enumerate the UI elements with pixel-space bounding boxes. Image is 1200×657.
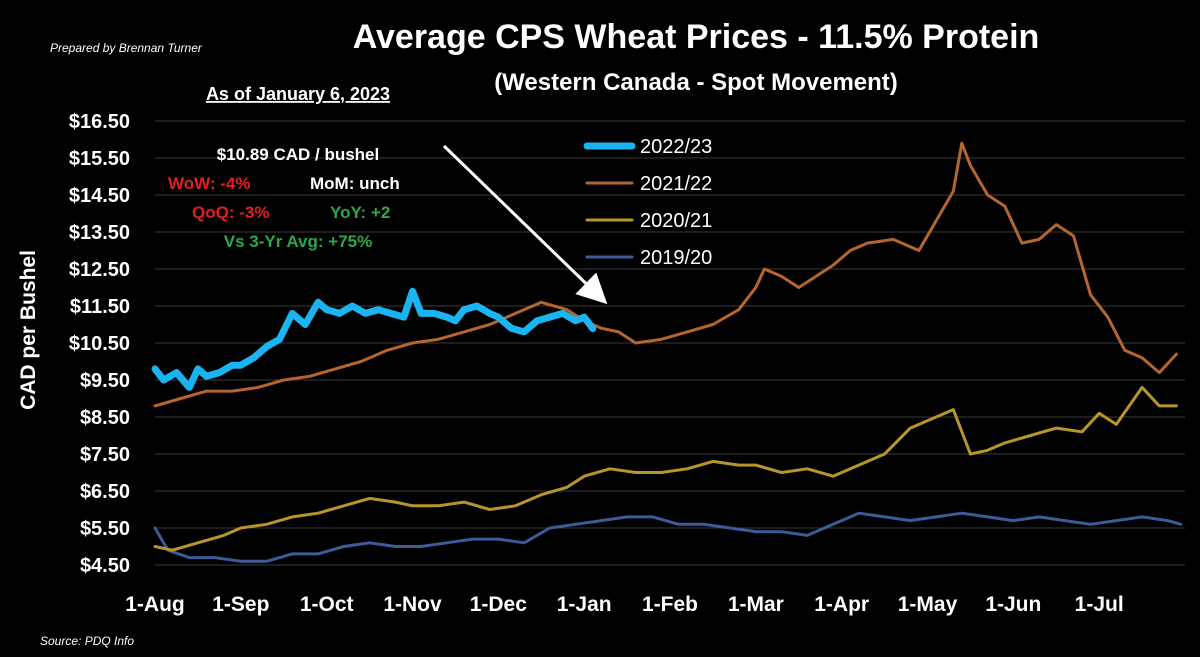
y-tick-label: $10.50: [69, 333, 130, 355]
x-tick-labels: 1-Aug 1-Sep 1-Oct 1-Nov 1-Dec 1-Jan 1-Feb 1-Mar…: [125, 593, 1123, 616]
price-annotation: As of January 6, 2023 $10.89 CAD / bushe…: [168, 84, 400, 251]
y-tick-label: $15.50: [69, 148, 130, 170]
wow-change: WoW: -4%: [168, 174, 250, 193]
as-of-date: As of January 6, 2023: [206, 84, 390, 104]
qoq-change: QoQ: -3%: [192, 203, 269, 222]
current-price: $10.89 CAD / bushel: [217, 145, 380, 164]
x-tick-label: 1-Apr: [814, 593, 869, 616]
x-tick-label: 1-Sep: [212, 593, 269, 616]
x-tick-label: 1-Feb: [642, 593, 698, 616]
vs-3yr-avg: Vs 3-Yr Avg: +75%: [224, 232, 373, 251]
series-line-2021-22: [153, 141, 1178, 408]
legend-label: 2021/22: [640, 173, 712, 195]
legend-label: 2020/21: [640, 210, 712, 232]
mom-change: MoM: unch: [310, 174, 400, 193]
yoy-change: YoY: +2: [330, 203, 390, 222]
current-price-arrow: [442, 144, 608, 305]
y-tick-label: $8.50: [80, 407, 130, 429]
y-tick-label: $14.50: [69, 185, 130, 207]
x-tick-label: 1-Jul: [1075, 593, 1124, 616]
series-line-2022-23: [151, 287, 597, 391]
y-tick-label: $5.50: [80, 518, 130, 540]
grid-lines: [155, 120, 1185, 566]
y-tick-label: $4.50: [80, 555, 130, 577]
legend-label: 2022/23: [640, 136, 712, 158]
y-tick-label: $7.50: [80, 444, 130, 466]
y-tick-label: $9.50: [80, 370, 130, 392]
source-note: Source: PDQ Info: [40, 634, 134, 648]
y-tick-labels: $4.50 $5.50 $6.50 $7.50 $8.50 $9.50 $10.50 $11.…: [69, 111, 130, 577]
x-tick-label: 1-Dec: [470, 593, 528, 616]
x-tick-label: 1-Nov: [383, 593, 442, 616]
y-tick-label: $16.50: [69, 111, 130, 133]
y-tick-label: $13.50: [69, 222, 130, 244]
chart-subtitle: (Western Canada - Spot Movement): [494, 69, 898, 96]
x-tick-label: 1-Oct: [300, 593, 354, 616]
x-tick-label: 1-Mar: [728, 593, 784, 616]
x-tick-label: 1-Jan: [557, 593, 612, 616]
x-tick-label: 1-Aug: [125, 593, 185, 616]
legend-label: 2019/20: [640, 247, 712, 269]
chart-title: Average CPS Wheat Prices - 11.5% Protein: [353, 18, 1040, 56]
x-tick-label: 1-Jun: [985, 593, 1041, 616]
y-axis-label: CAD per Bushel: [17, 250, 40, 410]
y-tick-label: $12.50: [69, 259, 130, 281]
series-line-2019-20: [153, 511, 1183, 563]
series-lines: [151, 141, 1183, 563]
legend: 2022/23 2021/22 2020/21 2019/20: [583, 136, 712, 269]
y-tick-label: $6.50: [80, 481, 130, 503]
x-tick-label: 1-May: [898, 593, 958, 616]
y-tick-label: $11.50: [70, 296, 130, 318]
series-line-2020-21: [153, 385, 1178, 552]
prepared-by: Prepared by Brennan Turner: [50, 41, 203, 55]
